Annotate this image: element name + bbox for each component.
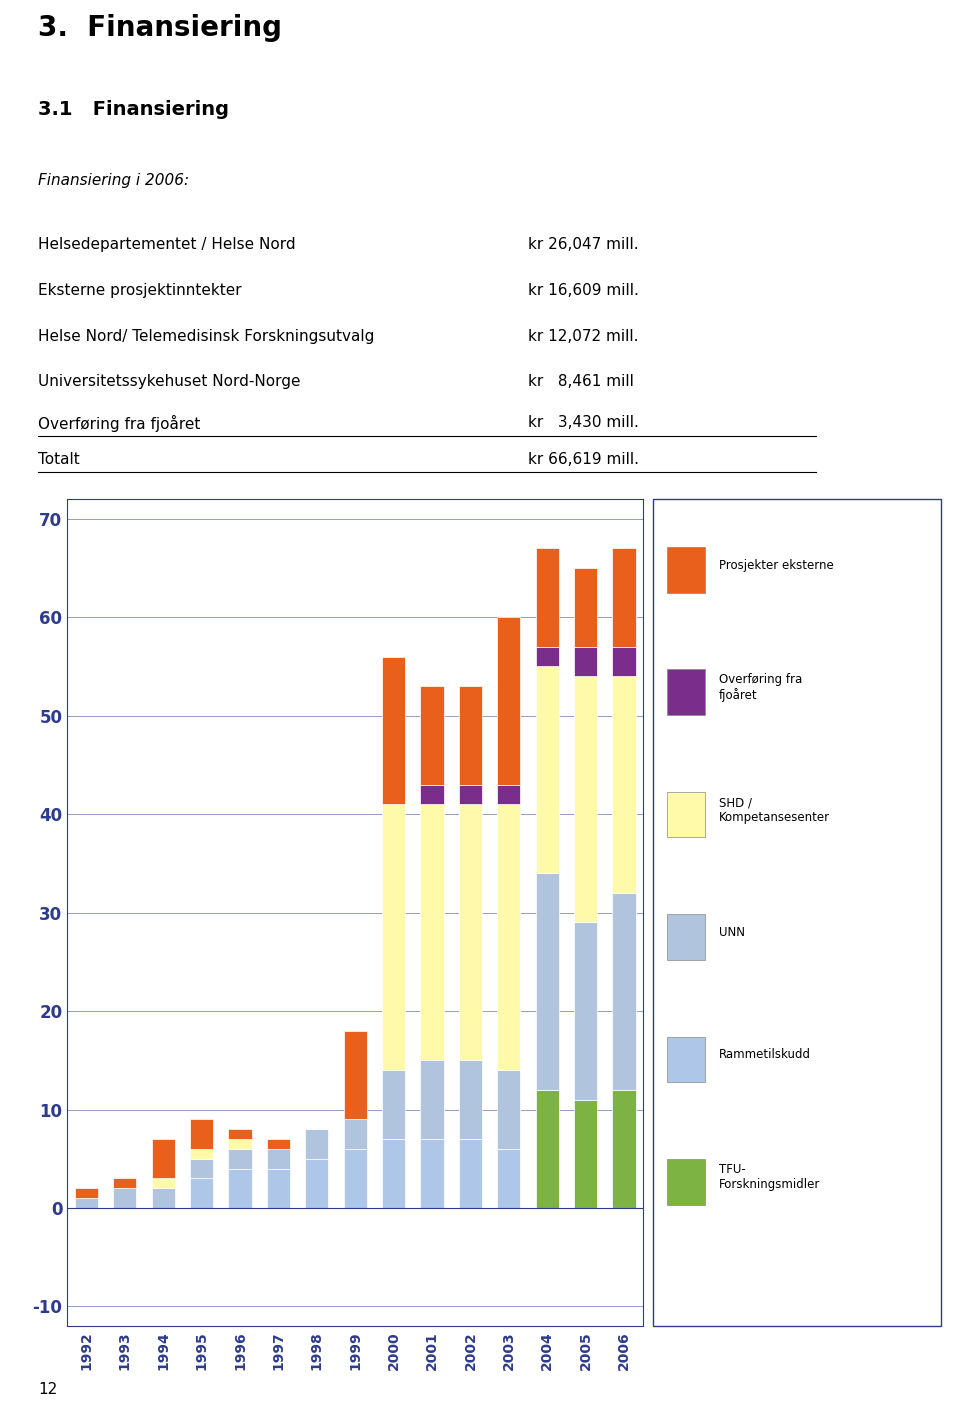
Bar: [190, 1159, 213, 1178]
Bar: [228, 1169, 252, 1208]
Text: Rammetilskudd: Rammetilskudd: [719, 1048, 811, 1061]
Bar: [267, 1149, 290, 1169]
FancyBboxPatch shape: [653, 499, 941, 1326]
Bar: [574, 676, 597, 923]
Bar: [344, 1149, 367, 1208]
Bar: [228, 1149, 252, 1169]
Bar: [382, 656, 405, 804]
Bar: [536, 647, 559, 666]
Bar: [497, 784, 520, 804]
FancyBboxPatch shape: [667, 1037, 705, 1082]
Text: 3.  Finansiering: 3. Finansiering: [38, 14, 282, 41]
Bar: [612, 549, 636, 647]
Bar: [75, 1198, 98, 1208]
Bar: [574, 647, 597, 676]
Bar: [305, 1129, 328, 1159]
Text: TFU-
Forskningsmidler: TFU- Forskningsmidler: [719, 1164, 821, 1191]
Bar: [574, 1099, 597, 1208]
Text: kr   3,430 mill.: kr 3,430 mill.: [528, 415, 638, 431]
Bar: [382, 1070, 405, 1139]
Bar: [228, 1129, 252, 1139]
Text: Eksterne prosjektinntekter: Eksterne prosjektinntekter: [38, 282, 242, 298]
Bar: [190, 1119, 213, 1149]
Bar: [497, 617, 520, 784]
Bar: [190, 1149, 213, 1159]
Text: kr   8,461 mill: kr 8,461 mill: [528, 374, 634, 389]
Text: Helsedepartementet / Helse Nord: Helsedepartementet / Helse Nord: [38, 237, 296, 252]
Bar: [344, 1119, 367, 1149]
Bar: [497, 1149, 520, 1208]
Text: kr 16,609 mill.: kr 16,609 mill.: [528, 282, 638, 298]
Bar: [113, 1178, 136, 1188]
Bar: [497, 804, 520, 1070]
Text: kr 26,047 mill.: kr 26,047 mill.: [528, 237, 638, 252]
Bar: [267, 1139, 290, 1149]
Bar: [612, 676, 636, 893]
Text: UNN: UNN: [719, 925, 745, 938]
Bar: [574, 923, 597, 1099]
Bar: [536, 549, 559, 647]
Bar: [459, 1061, 482, 1139]
Bar: [420, 784, 444, 804]
Bar: [612, 647, 636, 676]
Bar: [152, 1178, 175, 1188]
Text: Finansiering i 2006:: Finansiering i 2006:: [38, 174, 189, 188]
Bar: [152, 1188, 175, 1208]
Text: kr 12,072 mill.: kr 12,072 mill.: [528, 328, 638, 344]
Bar: [344, 1031, 367, 1119]
Bar: [536, 666, 559, 873]
Bar: [459, 686, 482, 784]
FancyBboxPatch shape: [667, 548, 705, 593]
Bar: [459, 804, 482, 1061]
Text: SHD /
Kompetansesenter: SHD / Kompetansesenter: [719, 796, 830, 824]
FancyBboxPatch shape: [667, 669, 705, 714]
Bar: [612, 1089, 636, 1208]
Bar: [497, 1070, 520, 1149]
Bar: [305, 1159, 328, 1208]
Text: Universitetssykehuset Nord-Norge: Universitetssykehuset Nord-Norge: [38, 374, 300, 389]
FancyBboxPatch shape: [667, 791, 705, 837]
Text: Prosjekter eksterne: Prosjekter eksterne: [719, 559, 834, 572]
Bar: [536, 1089, 559, 1208]
Text: Totalt: Totalt: [38, 452, 80, 466]
Bar: [420, 804, 444, 1061]
Bar: [382, 804, 405, 1070]
Bar: [75, 1188, 98, 1198]
FancyBboxPatch shape: [667, 914, 705, 960]
Bar: [574, 568, 597, 647]
Bar: [459, 784, 482, 804]
Text: 3.1   Finansiering: 3.1 Finansiering: [38, 100, 229, 120]
Bar: [420, 1139, 444, 1208]
Bar: [152, 1139, 175, 1178]
Text: 12: 12: [38, 1382, 58, 1397]
Bar: [228, 1139, 252, 1149]
Bar: [536, 873, 559, 1089]
Bar: [267, 1169, 290, 1208]
Bar: [420, 1061, 444, 1139]
Bar: [612, 893, 636, 1089]
Bar: [113, 1188, 136, 1208]
Bar: [382, 1139, 405, 1208]
Text: Overføring fra
fjoåret: Overføring fra fjoåret: [719, 673, 803, 702]
Bar: [190, 1178, 213, 1208]
FancyBboxPatch shape: [667, 1159, 705, 1205]
Text: Helse Nord/ Telemedisinsk Forskningsutvalg: Helse Nord/ Telemedisinsk Forskningsutva…: [38, 328, 374, 344]
Text: kr 66,619 mill.: kr 66,619 mill.: [528, 452, 639, 466]
Bar: [459, 1139, 482, 1208]
Text: Overføring fra fjoåret: Overføring fra fjoåret: [38, 415, 201, 432]
Bar: [420, 686, 444, 784]
